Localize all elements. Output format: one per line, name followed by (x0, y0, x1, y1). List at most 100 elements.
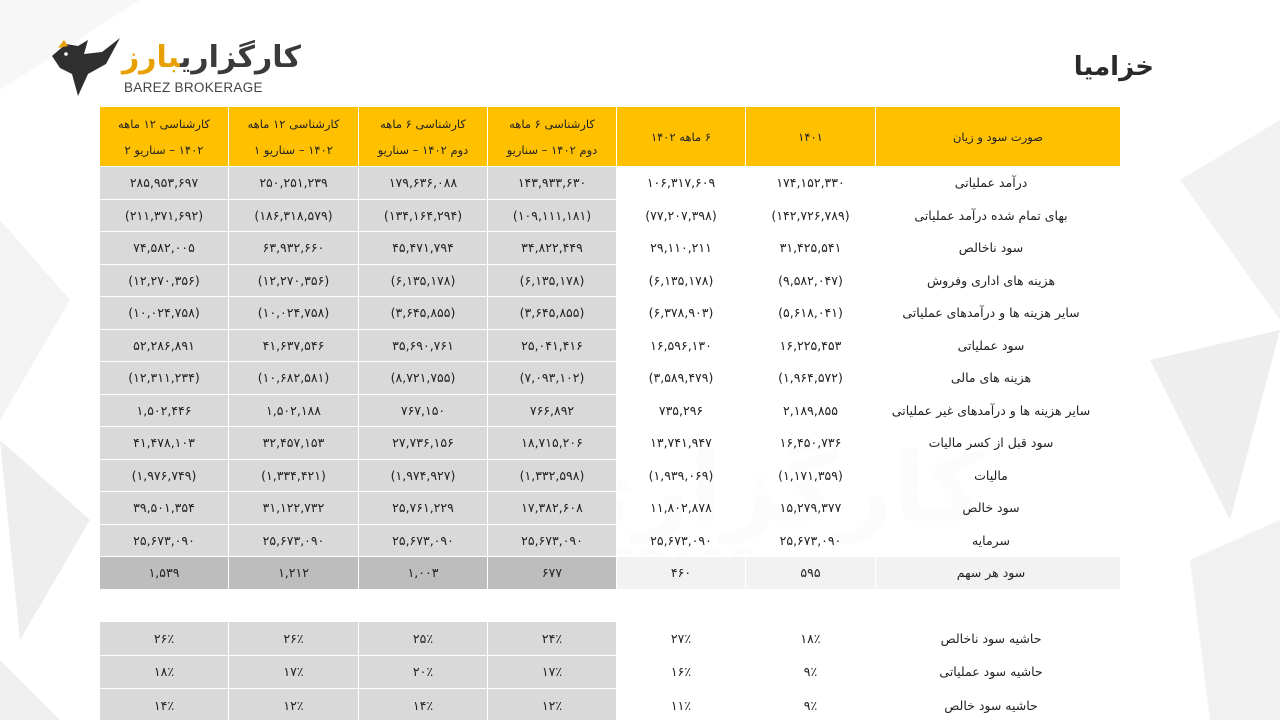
table-cell: ۱۱٪ (616, 688, 746, 720)
table-cell: ۲۰٪ (358, 654, 488, 689)
table-gap (100, 589, 1121, 622)
table-cell: ۱۸,۷۱۵,۲۰۶ (487, 426, 617, 460)
table-cell: ۲۷,۷۳۶,۱۵۶ (358, 426, 488, 460)
table-row: سود ناخالص ۳۱,۴۲۵,۵۴۱ ۲۹,۱۱۰,۲۱۱ ۳۴,۸۲۲,۴۴۹… (99, 231, 1121, 265)
table-cell: (۶,۱۳۵,۱۷۸) (487, 263, 617, 297)
row-label: سرمایه (875, 523, 1121, 557)
table-cell: (۱,۳۳۲,۵۹۸) (487, 458, 617, 492)
table-cell: (۹,۵۸۲,۰۴۷) (745, 263, 876, 297)
table-cell: (۱,۹۳۹,۰۶۹) (616, 458, 746, 492)
table-row: سایر هزینه ها و درآمدهای عملیاتی (۵,۶۱۸,۰… (99, 296, 1121, 330)
row-label: بهای تمام شده درآمد عملیاتی (875, 198, 1121, 232)
table-cell: ۱۶,۲۲۵,۴۵۳ (745, 328, 876, 362)
header-1401: ۱۴۰۱ (745, 106, 876, 167)
table-cell: ۶۷۷ (487, 556, 617, 590)
table-row: مالیات (۱,۱۷۱,۳۵۹) (۱,۹۳۹,۰۶۹) (۱,۳۳۲,۵۹۸)(… (99, 458, 1121, 492)
table-cell: ۳۴,۸۲۲,۴۴۹ (487, 231, 617, 265)
table-cell: (۱,۹۷۴,۹۲۷) (358, 458, 488, 492)
table-cell: ۱,۵۰۲,۱۸۸ (228, 393, 359, 427)
table-cell: ۱۵,۲۷۹,۳۷۷ (745, 491, 876, 525)
table-row: بهای تمام شده درآمد عملیاتی (۱۴۲,۷۲۶,۷۸۹)… (99, 198, 1121, 232)
table-cell: (۱,۱۷۱,۳۵۹) (745, 458, 876, 492)
table-cell: ۱,۲۱۲ (228, 556, 359, 590)
table-cell: ۱,۵۰۲,۴۴۶ (99, 393, 229, 427)
table-cell: ۹٪ (745, 688, 876, 720)
table-cell: ۱۷۴,۱۵۲,۳۳۰ (745, 166, 876, 200)
income-statement-table: صورت سود و زیان ۱۴۰۱ ۶ ماهه ۱۴۰۲ کارشناس… (99, 106, 1121, 720)
table-cell: ۲,۱۸۹,۸۵۵ (745, 393, 876, 427)
table-row: سود عملیاتی ۱۶,۲۲۵,۴۵۳ ۱۶,۵۹۶,۱۳۰ ۲۵,۰۴۱,۴۱… (99, 328, 1121, 362)
table-cell: ۳۱,۱۲۲,۷۳۲ (228, 491, 359, 525)
row-label: سود خالص (875, 491, 1121, 525)
header-12m-scenario-1: کارشناسی ۱۲ ماهه ۱۴۰۲ – سناریو ۱ (228, 106, 359, 167)
table-cell: ۱۶,۴۵۰,۷۳۶ (745, 426, 876, 460)
eagle-logo-icon (52, 38, 120, 96)
table-cell: ۱۴٪ (99, 688, 229, 720)
table-cell: ۷۶۷,۱۵۰ (358, 393, 488, 427)
table-row: درآمد عملیاتی ۱۷۴,۱۵۲,۳۳۰ ۱۰۶,۳۱۷,۶۰۹ ۱۴۳,۹… (99, 166, 1121, 200)
brokerage-logo: کارگزاریبارز BAREZ BROKERAGE (44, 34, 301, 102)
table-cell: (۱۰۹,۱۱۱,۱۸۱) (487, 198, 617, 232)
table-cell: (۱۰,۰۲۴,۷۵۸) (228, 296, 359, 330)
row-label: سایر هزینه ها و درآمدهای غیر عملیاتی (875, 393, 1121, 427)
table-cell: ۵۲,۲۸۶,۸۹۱ (99, 328, 229, 362)
table-cell: (۷۷,۲۰۷,۳۹۸) (616, 198, 746, 232)
row-label: سایر هزینه ها و درآمدهای عملیاتی (875, 296, 1121, 330)
row-label: هزینه های مالی (875, 361, 1121, 395)
table-cell: ۴۱,۶۳۷,۵۴۶ (228, 328, 359, 362)
table-cell: (۱۴۲,۷۲۶,۷۸۹) (745, 198, 876, 232)
table-cell: ۱,۰۰۳ (358, 556, 488, 590)
ratio-row: حاشیه سود خالص ۹٪ ۱۱٪ ۱۲٪ ۱۴٪ ۱۲٪ ۱۴٪ (99, 688, 1121, 720)
table-cell: (۱,۹۷۶,۷۴۹) (99, 458, 229, 492)
table-cell: ۷۳۵,۲۹۶ (616, 393, 746, 427)
row-label: حاشیه سود عملیاتی (875, 654, 1121, 689)
table-row: سود قبل از کسر مالیات ۱۶,۴۵۰,۷۳۶ ۱۳,۷۴۱,۹۴… (99, 426, 1121, 460)
table-cell: (۱۸۶,۳۱۸,۵۷۹) (228, 198, 359, 232)
table-cell: ۲۵,۶۷۳,۰۹۰ (358, 523, 488, 557)
table-cell: (۱۳۴,۱۶۴,۲۹۴) (358, 198, 488, 232)
table-cell: ۲۵,۶۷۳,۰۹۰ (487, 523, 617, 557)
table-cell: ۱۶,۵۹۶,۱۳۰ (616, 328, 746, 362)
table-header-row: صورت سود و زیان ۱۴۰۱ ۶ ماهه ۱۴۰۲ کارشناس… (99, 106, 1121, 167)
header-label: صورت سود و زیان (875, 106, 1121, 167)
row-label: هزینه های اداری وفروش (875, 263, 1121, 297)
table-cell: ۲۵,۶۷۳,۰۹۰ (228, 523, 359, 557)
row-label: حاشیه سود خالص (875, 688, 1121, 720)
table-cell: ۱۶٪ (616, 654, 746, 689)
table-cell: ۴۵,۴۷۱,۷۹۴ (358, 231, 488, 265)
table-cell: ۱۴۳,۹۳۳,۶۳۰ (487, 166, 617, 200)
header-6m-scenario-a: کارشناسی ۶ ماهه دوم ۱۴۰۲ – سناریو (487, 106, 617, 167)
ratio-row: حاشیه سود عملیاتی ۹٪ ۱۶٪ ۱۷٪ ۲۰٪ ۱۷٪ ۱۸٪ (99, 654, 1121, 689)
table-cell: (۲۱۱,۳۷۱,۶۹۲) (99, 198, 229, 232)
table-cell: ۳۲,۴۵۷,۱۵۳ (228, 426, 359, 460)
table-cell: ۱۷,۳۸۲,۶۰۸ (487, 491, 617, 525)
table-cell: ۳۵,۶۹۰,۷۶۱ (358, 328, 488, 362)
table-cell: ۱۱,۸۰۲,۸۷۸ (616, 491, 746, 525)
table-cell: ۷۴,۵۸۲,۰۰۵ (99, 231, 229, 265)
table-cell: ۷۶۶,۸۹۲ (487, 393, 617, 427)
table-cell: (۱۲,۲۷۰,۳۵۶) (228, 263, 359, 297)
table-row: سود هر سهم ۵۹۵ ۴۶۰ ۶۷۷ ۱,۰۰۳ ۱,۲۱۲ ۱,۵۳۹ (99, 556, 1121, 590)
table-cell: ۲۶٪ (99, 621, 229, 656)
row-label: سود ناخالص (875, 231, 1121, 265)
table-cell: (۶,۳۷۸,۹۰۳) (616, 296, 746, 330)
row-label: سود هر سهم (875, 556, 1121, 590)
table-cell: (۳,۵۸۹,۴۷۹) (616, 361, 746, 395)
table-cell: ۱۸٪ (745, 621, 876, 656)
page-title: خزامیا (1073, 52, 1154, 82)
table-cell: ۲۵٪ (358, 621, 488, 656)
row-label: حاشیه سود ناخالص (875, 621, 1121, 656)
logo-text-en: BAREZ BROKERAGE (124, 80, 263, 95)
table-cell: ۲۵,۷۶۱,۲۲۹ (358, 491, 488, 525)
row-label: سود عملیاتی (875, 328, 1121, 362)
table-cell: (۳,۶۴۵,۸۵۵) (358, 296, 488, 330)
table-cell: ۲۶٪ (228, 621, 359, 656)
table-cell: ۴۱,۴۷۸,۱۰۳ (99, 426, 229, 460)
table-cell: ۲۵,۰۴۱,۴۱۶ (487, 328, 617, 362)
table-cell: ۱۰۶,۳۱۷,۶۰۹ (616, 166, 746, 200)
table-cell: ۲۵۰,۲۵۱,۲۳۹ (228, 166, 359, 200)
table-cell: ۲۵,۶۷۳,۰۹۰ (745, 523, 876, 557)
table-cell: ۲۸۵,۹۵۳,۶۹۷ (99, 166, 229, 200)
table-cell: (۵,۶۱۸,۰۴۱) (745, 296, 876, 330)
